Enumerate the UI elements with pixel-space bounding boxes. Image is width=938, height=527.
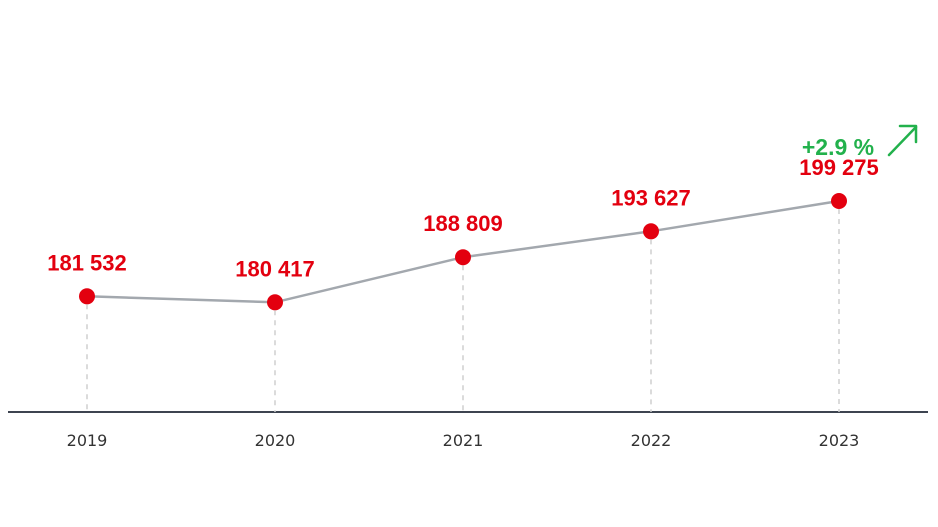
data-label: 181 532 <box>47 250 127 275</box>
data-point <box>267 294 283 311</box>
data-label: 180 417 <box>235 256 315 281</box>
trend-up-arrow-icon <box>887 124 918 157</box>
x-tick-label: 2023 <box>819 431 860 450</box>
x-tick-label: 2019 <box>67 431 108 450</box>
x-tick-label: 2022 <box>631 431 672 450</box>
x-tick-label: 2021 <box>443 431 484 450</box>
data-label: 193 627 <box>611 185 691 210</box>
data-label: 199 275 <box>799 155 879 180</box>
data-label: 188 809 <box>423 211 503 236</box>
change-label: +2.9 % <box>802 134 874 160</box>
data-point <box>831 193 847 209</box>
data-point <box>79 288 95 305</box>
data-point <box>643 223 659 240</box>
x-tick-label: 2020 <box>255 431 296 450</box>
data-point <box>455 249 471 266</box>
